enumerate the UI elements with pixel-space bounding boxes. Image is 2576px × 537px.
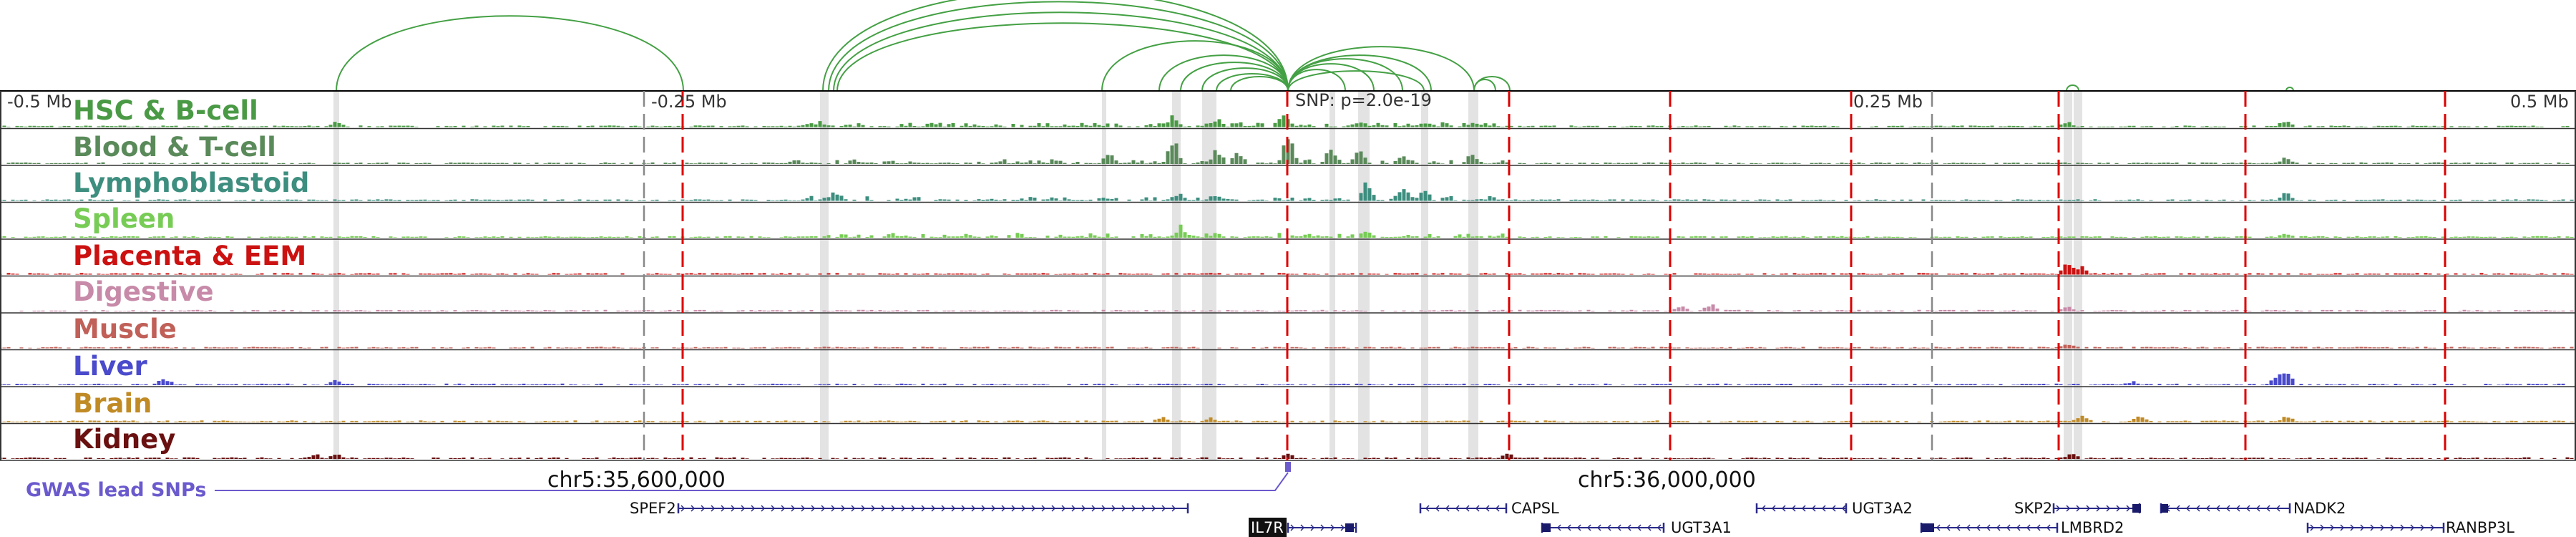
loop-arc-18 [1473,76,1511,92]
gene-strand-arrows [1425,505,1500,512]
gene-label-capsl: CAPSL [1511,500,1559,517]
signal-bars-6 [0,344,2574,349]
gene-strand-arrows [1290,524,1345,531]
gene-exon [2161,504,2168,513]
axis-tick-plus-quarter-mb: 0.25 Mb [1853,92,1923,112]
loop-arc-19 [2066,84,2079,92]
signal-track-2 [0,182,2574,201]
loop-arc-5 [1101,40,1289,92]
gene-model-spef2 [677,503,1189,513]
track-label-kidney: Kidney [73,424,175,455]
loop-arc-3 [833,11,1289,92]
signal-track-4 [0,264,2574,275]
track-label-liver: Liver [73,351,147,382]
gene-exon [1921,523,1934,532]
gwas-lead-snps-label: GWAS lead SNPs [26,479,206,501]
signal-bars-2 [0,182,2574,201]
gene-model-capsl [1419,503,1508,513]
signal-track-6 [0,344,2574,349]
coordinate-label-36000000: chr5:36,000,000 [1578,468,1756,493]
signal-track-3 [0,224,2574,238]
loop-arc-16 [1287,70,1425,92]
gene-label-il7r: IL7R [1251,519,1284,536]
loop-arc-6 [1158,54,1289,92]
gwas-snp-marker [1285,462,1291,472]
gene-strand-arrows [2056,505,2131,512]
gene-model-il7r [1287,523,1357,533]
gene-track [677,503,2445,533]
gene-model-ranbp3l [2306,523,2445,533]
track-label-spleen: Spleen [73,203,175,234]
gene-highlight-il7r [1249,518,1287,537]
gene-model-ugt3a1 [1541,523,1665,533]
signal-bars-7 [0,373,2565,385]
loop-arc-14 [1287,54,1432,92]
gene-label-ugt3a1: UGT3A1 [1671,519,1732,536]
gray-markers [643,91,1933,460]
gene-label-ugt3a2: UGT3A2 [1852,500,1913,517]
gene-labels: SPEF2 IL7R CAPSL UGT3A1 UGT3A2 SKP2 LMBR… [630,500,2514,537]
gene-strand-arrows [2310,524,2435,531]
signal-tracks [0,115,2574,459]
signal-bars-8 [2,415,2574,422]
gene-strand-arrows [1761,505,1846,512]
gene-label-nadk2: NADK2 [2293,500,2346,517]
axis-tick-plus-half-mb: 0.5 Mb [2510,92,2569,112]
gene-label-spef2: SPEF2 [630,500,676,517]
signal-bars-0 [2,115,2570,127]
snp-pvalue-label: SNP: p=2.0e-19 [1295,90,1432,110]
gene-strand-arrows [680,505,1176,512]
axis-tick-minus-half-mb: -0.5 Mb [7,92,72,112]
gene-model-lmbrd2 [1920,523,2059,533]
signal-track-5 [0,304,2574,311]
signal-bars-4 [0,264,2574,275]
signal-bars-9 [0,453,2574,459]
track-labels: HSC & B-cell Blood & T-cell Lymphoblasto… [73,95,309,455]
gene-exon [2132,504,2141,513]
gene-exon [1542,523,1551,532]
track-label-muscle: Muscle [73,314,177,344]
track-label-hsc-bcell: HSC & B-cell [73,95,258,126]
loop-arc-10 [1230,76,1289,92]
signal-track-9 [0,453,2574,459]
gene-model-skp2 [2052,503,2141,513]
track-label-digestive: Digestive [73,276,214,307]
loop-arc-17 [1473,79,1496,92]
chromatin-loop-arcs [336,0,2294,92]
loop-arc-12 [1287,63,1375,92]
axis-tick-minus-quarter-mb: -0.25 Mb [651,92,727,112]
signal-bars-3 [0,224,2574,238]
signal-track-7 [0,373,2565,385]
gene-label-lmbrd2: LMBRD2 [2061,519,2124,536]
gene-exon [1345,523,1354,532]
loop-arc-7 [1180,62,1289,92]
loop-arc-0 [336,15,684,92]
loop-arc-1 [822,0,1289,92]
gene-label-skp2: SKP2 [2014,500,2052,517]
signal-track-8 [2,415,2574,422]
red-markers [681,91,2446,460]
signal-track-0 [2,115,2570,127]
loop-arc-2 [828,1,1289,92]
signal-bars-5 [0,304,2574,311]
loop-arc-15 [1287,46,1475,92]
gene-label-ranbp3l: RANBP3L [2446,519,2514,536]
track-label-brain: Brain [73,388,152,419]
coordinate-label-35600000: chr5:35,600,000 [547,468,726,493]
track-label-placenta-eem: Placenta & EEM [73,241,306,271]
gwas-snp-connector [215,472,1289,491]
gene-model-ugt3a2 [1755,503,1848,513]
loop-arc-20 [2285,87,2294,92]
loop-arc-4 [836,22,1289,92]
gene-model-nadk2 [2160,503,2291,513]
track-label-blood-tcell: Blood & T-cell [73,132,276,163]
track-label-lymphoblastoid: Lymphoblastoid [73,168,309,198]
loop-arc-8 [1201,67,1289,92]
